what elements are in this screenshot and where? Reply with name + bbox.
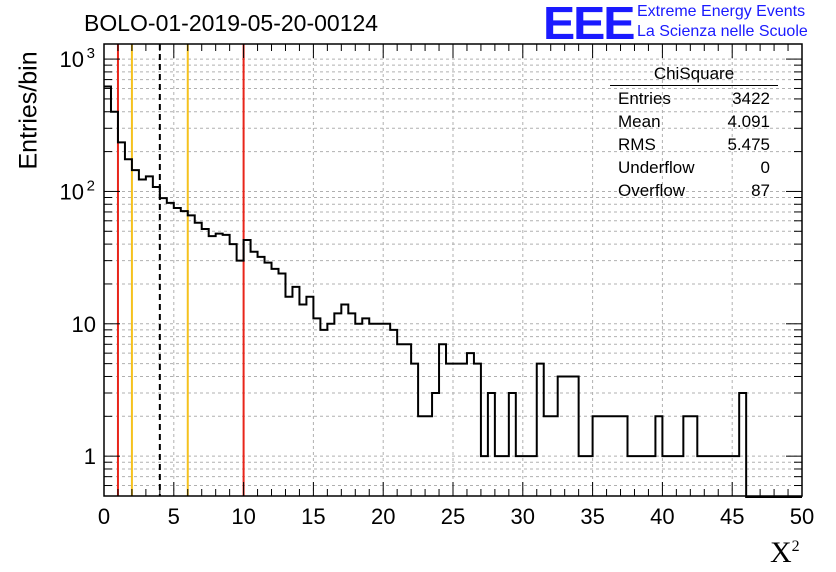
histogram-bin <box>460 364 467 496</box>
x-tick-label: 25 <box>441 504 465 529</box>
stats-value: 3422 <box>732 89 770 108</box>
stats-title: ChiSquare <box>610 64 778 86</box>
histogram-bin <box>195 223 202 496</box>
histogram-bin <box>404 344 411 496</box>
histogram-bin <box>299 304 306 496</box>
eee-logo: EEE <box>543 0 635 49</box>
stats-row-entries: Entries 3422 <box>610 88 778 111</box>
x-tick-label: 10 <box>231 504 255 529</box>
histogram-bin <box>251 252 258 496</box>
stats-label: Entries <box>618 89 671 108</box>
x-tick-label: 0 <box>98 504 110 529</box>
histogram-bin <box>153 187 160 496</box>
logo-text-line2: La Scienza nelle Scuole <box>637 23 808 40</box>
histogram-bin <box>237 261 244 496</box>
histogram-bin <box>376 324 383 496</box>
y-axis-label: Entries/bin <box>14 51 43 170</box>
histogram-bin <box>739 393 746 496</box>
histogram-bin <box>160 198 167 496</box>
x-axis-label-exponent: 2 <box>791 538 800 555</box>
stats-value: 5.475 <box>727 135 770 154</box>
histogram-bin <box>474 364 481 496</box>
histogram-bin <box>104 87 111 496</box>
grid <box>104 44 802 497</box>
histogram-bin <box>125 159 132 496</box>
histogram-outline <box>104 85 802 498</box>
x-tick-label: 35 <box>580 504 604 529</box>
histogram-series <box>104 85 802 498</box>
histogram-bin <box>383 324 390 496</box>
histogram-bin <box>111 112 118 496</box>
histogram-bin <box>432 393 439 496</box>
histogram-bin <box>118 142 125 496</box>
y-tick-exponent: 2 <box>87 177 95 194</box>
y-tick-label: 10 <box>60 47 84 72</box>
stats-row-rms: RMS 5.475 <box>610 134 778 157</box>
stats-value: 0 <box>760 158 770 177</box>
axis-ticks <box>103 44 803 497</box>
stats-value: 87 <box>751 181 770 200</box>
histogram-bin <box>565 376 572 496</box>
histogram-bin <box>292 287 299 496</box>
stats-row-underflow: Underflow 0 <box>610 157 778 180</box>
stats-label: Mean <box>618 112 661 131</box>
x-tick-label: 45 <box>720 504 744 529</box>
histogram-bin <box>327 324 334 496</box>
histogram-bin <box>230 244 237 496</box>
histogram-bin <box>320 330 327 496</box>
histogram-bin <box>439 344 446 496</box>
histogram-bin <box>285 297 292 496</box>
histogram-bin <box>174 208 181 496</box>
x-tick-label: 50 <box>790 504 814 529</box>
histogram-bin <box>453 364 460 496</box>
histogram-bin <box>572 376 579 496</box>
histogram-bin <box>341 304 348 496</box>
histogram-bin <box>467 353 474 496</box>
x-tick-label: 5 <box>168 504 180 529</box>
x-axis-label-base: X <box>770 536 792 569</box>
histogram-bin <box>355 324 362 496</box>
histogram-bin <box>509 393 516 496</box>
histogram-bin <box>369 324 376 496</box>
histogram-bin <box>397 344 404 496</box>
histogram-bin <box>244 240 251 496</box>
histogram-bin <box>209 236 216 496</box>
histogram-bin <box>488 393 495 496</box>
x-tick-label: 40 <box>650 504 674 529</box>
histogram-bin <box>537 364 544 496</box>
x-tick-label: 20 <box>371 504 395 529</box>
histogram-bin <box>558 376 565 496</box>
stats-row-mean: Mean 4.091 <box>610 111 778 134</box>
histogram-bin <box>132 170 139 496</box>
stats-label: Overflow <box>618 181 686 200</box>
histogram-bin <box>139 180 146 496</box>
stats-label: Underflow <box>618 158 695 177</box>
histogram-bin <box>188 215 195 496</box>
y-tick-exponent: 3 <box>87 45 95 62</box>
y-tick-label: 10 <box>72 312 96 337</box>
x-tick-label: 15 <box>301 504 325 529</box>
stats-row-overflow: Overflow 87 <box>610 180 778 203</box>
histogram-bin <box>167 203 174 496</box>
histogram-bin <box>223 235 230 496</box>
y-tick-label: 1 <box>84 444 96 469</box>
histogram-bin <box>265 263 272 496</box>
stats-box: ChiSquare Entries 3422 Mean 4.091 RMS 5.475… <box>610 64 778 203</box>
stats-value: 4.091 <box>727 112 770 131</box>
chart-title: BOLO-01-2019-05-20-00124 <box>84 10 379 36</box>
histogram-bin <box>306 297 313 496</box>
x-axis-label: X2 <box>770 536 800 570</box>
stats-label: RMS <box>618 135 656 154</box>
histogram-bin <box>411 364 418 496</box>
histogram-bin <box>446 364 453 496</box>
y-tick-label: 10 <box>60 179 84 204</box>
x-tick-label: 30 <box>511 504 535 529</box>
logo-text-line1: Extreme Energy Events <box>637 3 806 20</box>
histogram-bin <box>390 330 397 496</box>
reference-lines <box>116 44 245 496</box>
